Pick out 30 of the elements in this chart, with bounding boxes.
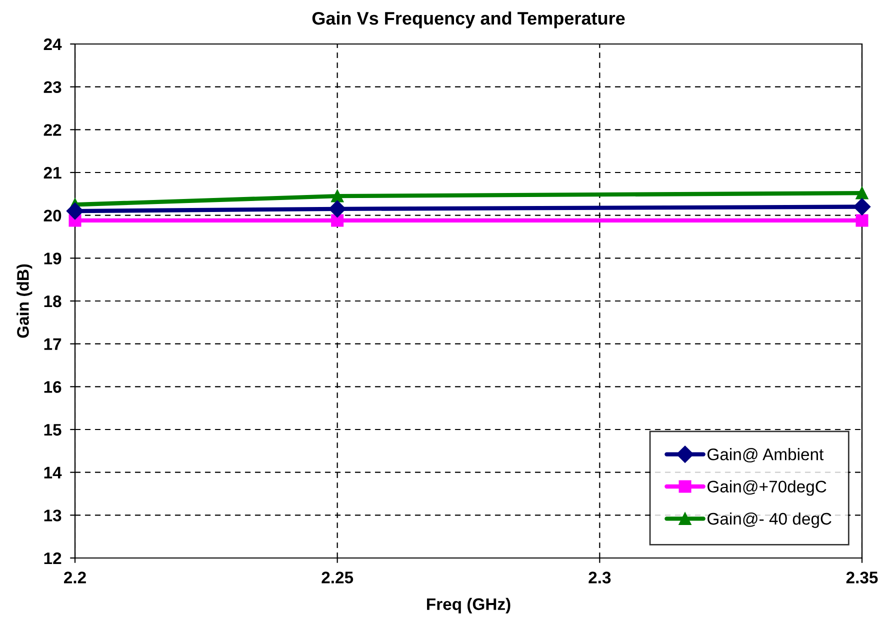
y-tick-label: 20 — [44, 210, 62, 222]
x-tick-label: 2.2 — [64, 572, 86, 584]
y-axis-title: Gain (dB) — [16, 264, 32, 338]
point — [856, 186, 868, 200]
y-tick-label: 15 — [44, 424, 62, 436]
y-tick-label: 23 — [44, 81, 62, 94]
x-axis-title: Freq (GHz) — [427, 598, 510, 614]
y-tick-label: 19 — [44, 252, 62, 264]
y-tick-label: 24 — [44, 38, 62, 50]
point — [853, 198, 871, 216]
y-tick-label: 21 — [44, 166, 62, 179]
y-tick-label: 16 — [44, 381, 62, 393]
y-tick-label: 18 — [44, 295, 62, 308]
point — [331, 214, 344, 227]
point — [328, 200, 346, 218]
legend-label: Gain@ Ambient — [708, 448, 824, 462]
point — [331, 190, 344, 202]
point — [66, 202, 84, 220]
y-tick-label: 13 — [44, 510, 62, 522]
point — [856, 214, 868, 227]
y-tick-label: 22 — [44, 124, 62, 136]
y-tick-label: 14 — [44, 466, 62, 478]
legend-label: Gain@- 40 degC — [708, 512, 832, 528]
x-tick-label: 2.3 — [588, 572, 611, 584]
x-tick-label: 2.35 — [846, 572, 878, 584]
x-tick-label: 2.25 — [322, 572, 354, 584]
legend-label: Gain@+70degC — [708, 480, 826, 496]
y-tick-label: 12 — [44, 552, 62, 564]
chart-title: Gain Vs Frequency and Temperature — [312, 11, 625, 28]
y-tick-label: 17 — [44, 338, 62, 350]
